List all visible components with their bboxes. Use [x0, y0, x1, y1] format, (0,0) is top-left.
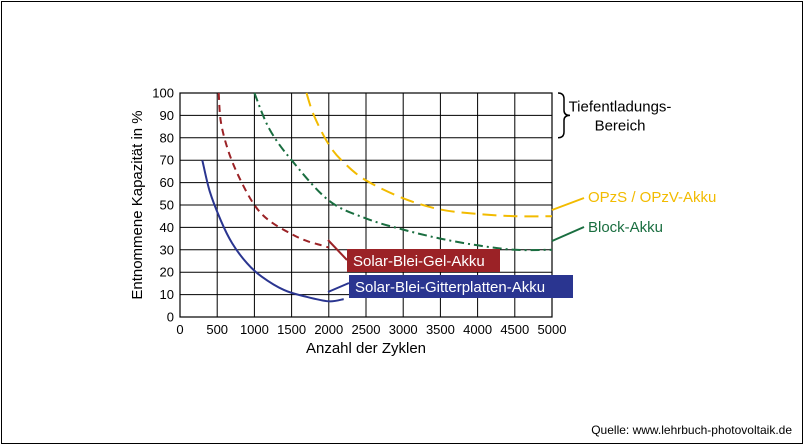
deep-discharge-bracket	[557, 92, 571, 139]
y-tick-label: 80	[160, 130, 174, 145]
bracket-label-line: Tiefentladungs-	[569, 98, 672, 115]
bracket-label: Tiefentladungs- Bereich	[569, 98, 672, 134]
x-tick-label: 1500	[277, 322, 306, 337]
y-tick-label: 0	[167, 310, 174, 325]
series-line-block-akku	[253, 92, 553, 252]
x-tick-label: 5000	[538, 322, 567, 337]
y-tick-label: 70	[160, 153, 174, 168]
plot-border	[179, 92, 553, 318]
x-tick-label: 2000	[314, 322, 343, 337]
x-tick-label: 1000	[240, 322, 269, 337]
leader-line-opzs-opzv-akku	[551, 197, 585, 211]
series-label-solar-blei-gel-akku: Solar-Blei-Gel-Akku	[353, 253, 485, 270]
x-tick-label: 4000	[463, 322, 492, 337]
y-tick-label: 30	[160, 242, 174, 257]
y-tick-label: 20	[160, 265, 174, 280]
leader-line-solar-blei-gitterplatten-akku	[327, 282, 350, 293]
series-label-solar-blei-gitterplatten-akku: Solar-Blei-Gitterplatten-Akku	[355, 279, 545, 296]
source-credit: Quelle: www.lehrbuch-photovoltaik.de	[591, 423, 792, 437]
y-tick-label: 100	[152, 86, 174, 101]
series-label-opzs-opzv-akku: OPzS / OPzV-Akku	[588, 189, 716, 206]
series-line-opzs-opzv-akku	[305, 92, 553, 218]
series-label-block-akku: Block-Akku	[588, 219, 663, 236]
x-tick-label: 2500	[352, 322, 381, 337]
leader-line-block-akku	[551, 226, 585, 242]
y-tick-label: 90	[160, 108, 174, 123]
x-tick-label: 4500	[500, 322, 529, 337]
y-tick-label: 10	[160, 287, 174, 302]
label-box-solar-blei-gitterplatten-akku	[349, 275, 573, 298]
x-axis-title: Anzahl der Zyklen	[306, 340, 426, 357]
y-tick-label: 50	[160, 198, 174, 213]
x-tick-label: 500	[206, 322, 228, 337]
y-tick-label: 40	[160, 220, 174, 235]
x-tick-label: 0	[176, 322, 183, 337]
label-box-solar-blei-gel-akku	[347, 249, 500, 272]
leader-line-solar-blei-gel-akku	[327, 239, 348, 261]
y-axis-title: Entnommene Kapazität in %	[129, 110, 146, 299]
x-tick-label: 3000	[389, 322, 418, 337]
x-tick-label: 3500	[426, 322, 455, 337]
series-line-solar-blei-gitterplatten-akku	[201, 159, 344, 303]
y-tick-label: 60	[160, 175, 174, 190]
bracket-label-line: Bereich	[595, 117, 646, 134]
series-line-solar-blei-gel-akku	[217, 92, 330, 249]
